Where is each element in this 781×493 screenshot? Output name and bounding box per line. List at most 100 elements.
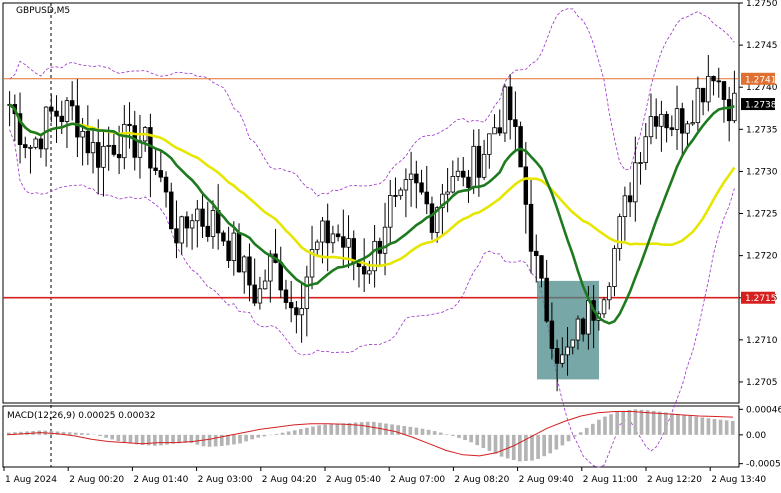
macd-hist-bar [634, 409, 638, 434]
macd-hist-bar [676, 414, 680, 435]
macd-hist-bar [506, 435, 510, 459]
macd-hist-bar [707, 418, 711, 435]
macd-hist-bar [579, 432, 583, 435]
macd-hist-bar [561, 435, 565, 446]
candle-body [362, 267, 366, 274]
candle-body [388, 195, 392, 227]
candle-body [701, 88, 705, 102]
candle-body [487, 134, 491, 155]
candle-body [482, 154, 486, 177]
candle-body [451, 176, 455, 192]
candle-body [336, 234, 340, 237]
candle-body [248, 257, 252, 285]
candle-body [394, 195, 398, 196]
candle-body [185, 217, 189, 228]
time-tick-label: 2 Aug 05:40 [326, 475, 381, 485]
candle-body [680, 109, 684, 134]
candle-body [686, 124, 690, 133]
macd-hist-bar [323, 425, 327, 435]
candle-body [55, 111, 59, 116]
macd-hist-bar [713, 419, 717, 435]
candle-body [639, 163, 643, 164]
candle-body [305, 277, 309, 308]
candle-body [169, 192, 173, 229]
macd-hist-bar [494, 435, 498, 454]
candle-body [60, 116, 64, 121]
macd-hist-bar [518, 435, 522, 462]
price-tick-label: 1.2730 [746, 167, 778, 177]
candle-body [159, 171, 163, 178]
macd-hist-bar [74, 433, 78, 435]
candle-body [222, 233, 226, 241]
candle-body [34, 139, 38, 147]
candle-body [644, 137, 648, 163]
candle-body [654, 117, 658, 127]
macd-hist-bar [591, 424, 595, 435]
macd-hist-bar [354, 423, 358, 435]
candle-body [524, 167, 528, 204]
bollinger-bands [10, 9, 735, 467]
candle-body [717, 81, 721, 82]
resistance-tag-text: 1.2741 [745, 75, 777, 85]
candle-body [175, 229, 179, 243]
macd-hist-bar [609, 414, 613, 435]
macd-hist-bar [123, 435, 127, 443]
macd-hist-bar [165, 435, 169, 445]
candle-body [618, 217, 622, 249]
candle-body [258, 289, 262, 303]
candle-body [727, 100, 731, 121]
macd-hist-bar [512, 435, 516, 460]
candle-body [404, 180, 408, 190]
candle-body [545, 278, 549, 321]
macd-hist-bar [372, 422, 376, 435]
macd-hist-bar [439, 433, 443, 435]
candle-body [660, 114, 664, 126]
time-tick-label: 2 Aug 09:40 [519, 475, 574, 485]
candle-body [446, 192, 450, 194]
macd-hist-bar [129, 435, 133, 444]
time-tick-label: 2 Aug 04:20 [262, 475, 317, 485]
macd-hist-bar [275, 434, 279, 435]
macd-hist-bar [725, 420, 729, 434]
candle-body [201, 209, 205, 226]
candle-body [347, 239, 351, 248]
macd-hist-bar [597, 420, 601, 435]
macd-hist-bar [694, 417, 698, 435]
macd-hist-bar [104, 435, 108, 438]
candle-body [263, 281, 267, 289]
candle-body [555, 348, 559, 363]
macd-hist-bar [110, 435, 114, 440]
candle-body [65, 101, 69, 122]
candle-body [576, 319, 580, 340]
candle-body [628, 196, 632, 202]
candle-body [76, 106, 80, 137]
candle-body [368, 271, 372, 274]
macd-hist-bar [153, 435, 157, 446]
candle-body [122, 124, 126, 157]
macd-hist-bar [336, 424, 340, 435]
candle-body [493, 128, 497, 134]
candle-body [508, 87, 512, 120]
candle-body [268, 254, 272, 281]
support-tag-text: 1.2715 [745, 294, 777, 304]
candle-body [503, 87, 507, 133]
macd-hist-bar [366, 422, 370, 435]
macd-hist-bar [409, 427, 413, 435]
candle-body [633, 163, 637, 202]
symbol-label: GBPUSD,M5 [16, 6, 70, 16]
candle-body [587, 301, 591, 334]
candle-body [534, 251, 538, 255]
macd-hist-bar [244, 435, 248, 442]
candle-body [279, 263, 283, 290]
candle-body [467, 177, 471, 187]
candle-body [425, 192, 429, 204]
candle-body [571, 340, 575, 347]
macd-hist-bar [287, 431, 291, 434]
time-tick-label: 2 Aug 03:00 [198, 475, 253, 485]
time-tick-label: 2 Aug 00:20 [69, 475, 124, 485]
candle-body [498, 128, 502, 133]
candle-body [96, 142, 100, 167]
